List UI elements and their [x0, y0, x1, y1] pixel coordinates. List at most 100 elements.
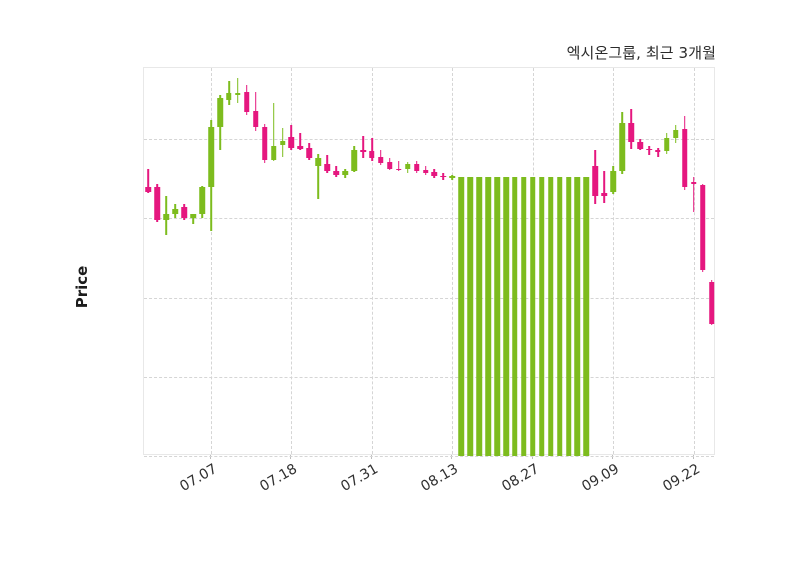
candle-body — [708, 281, 715, 324]
candle-body — [154, 186, 161, 221]
gridline-y-2000 — [144, 139, 714, 141]
candle-body — [145, 186, 152, 193]
candle-body — [485, 177, 491, 456]
candle-body — [395, 168, 402, 171]
candle-body — [583, 177, 590, 456]
candle-body — [431, 171, 438, 177]
candle-body — [324, 163, 330, 171]
candle-body — [422, 170, 429, 173]
candle-body — [628, 123, 634, 142]
x-tick-mark — [612, 455, 614, 459]
candle-body — [208, 126, 214, 187]
chart-title: 엑시온그룹, 최근 3개월 — [566, 44, 716, 62]
candle-body — [288, 136, 295, 148]
candle-wick — [362, 136, 364, 159]
candle-wick — [317, 154, 320, 199]
gridline-x-08.13 — [452, 68, 454, 454]
candle-body — [673, 129, 679, 138]
candle-body — [404, 163, 411, 170]
x-tick-mark — [692, 455, 694, 459]
candle-body — [235, 93, 241, 95]
x-tick-mark — [290, 455, 292, 459]
candle-wick — [192, 213, 194, 224]
candle-body — [512, 177, 518, 456]
gridline-x-07.31 — [371, 68, 373, 454]
candle-body — [574, 177, 581, 456]
candle-body — [369, 151, 375, 159]
x-tick-mark — [451, 455, 453, 459]
candle-body — [226, 93, 232, 100]
x-tick-mark — [531, 455, 533, 459]
candle-body — [655, 150, 661, 152]
candle-body — [458, 177, 465, 456]
y-axis-label: Price — [73, 265, 91, 309]
candle-body — [252, 110, 259, 127]
candle-wick — [237, 77, 239, 103]
candle-body — [297, 145, 304, 149]
candle-body — [190, 214, 196, 219]
candle-body — [530, 177, 536, 456]
candle-body — [565, 177, 572, 456]
candle-body — [547, 177, 554, 456]
candle-body — [467, 177, 473, 456]
candle-wick — [272, 102, 275, 162]
candle-wick — [371, 138, 373, 161]
candle-body — [413, 163, 420, 171]
gridline-x-07.07 — [211, 68, 213, 454]
candle-body — [279, 140, 286, 145]
candle-body — [387, 162, 393, 169]
candle-body — [449, 176, 456, 179]
candle-body — [664, 137, 670, 152]
candle-body — [360, 150, 366, 152]
candle-body — [646, 148, 652, 151]
gridline-y-1500 — [144, 218, 714, 220]
candle-body — [440, 175, 447, 178]
candle-wick — [603, 170, 606, 203]
candle-body — [199, 186, 205, 214]
candle-wick — [299, 132, 302, 151]
candle-body — [315, 158, 322, 167]
candle-body — [503, 177, 509, 456]
candle-body — [181, 207, 187, 219]
x-tick-mark — [210, 455, 212, 459]
candle-body — [619, 123, 625, 171]
x-tick-mark — [370, 455, 372, 459]
candle-body — [592, 166, 599, 197]
gridline-x-09.09 — [613, 68, 615, 454]
candle-wick — [692, 177, 695, 213]
gridline-y-0 — [144, 456, 714, 457]
candle-body — [601, 193, 608, 197]
plot-area — [143, 67, 715, 457]
candle-body — [476, 177, 482, 456]
candle-body — [521, 177, 527, 456]
candle-body — [270, 145, 277, 160]
candle-wick — [228, 80, 230, 106]
candle-body — [172, 208, 179, 215]
gridline-y-500 — [144, 376, 714, 378]
candle-body — [333, 170, 339, 175]
plot-inner — [144, 68, 715, 457]
candle-body — [637, 141, 643, 149]
candle-body — [538, 177, 545, 456]
gridline-x-09.22 — [693, 68, 695, 454]
candle-body — [494, 177, 500, 456]
candle-body — [351, 150, 357, 171]
candle-body — [306, 147, 313, 159]
candle-wick — [397, 161, 400, 171]
candle-wick — [657, 147, 659, 157]
candle-body — [261, 126, 268, 160]
candle-body — [378, 157, 384, 163]
candle-body — [342, 170, 348, 175]
candle-wick — [147, 169, 150, 194]
candle-body — [610, 170, 616, 193]
candle-body — [244, 91, 250, 112]
gridline-y-1000 — [144, 297, 714, 299]
candle-body — [681, 128, 688, 187]
candle-body — [690, 182, 697, 185]
candle-body — [217, 98, 223, 127]
gridline-x-07.18 — [291, 68, 293, 454]
candle-body — [163, 214, 170, 221]
candle-body — [556, 177, 563, 456]
candle-body — [699, 185, 706, 270]
